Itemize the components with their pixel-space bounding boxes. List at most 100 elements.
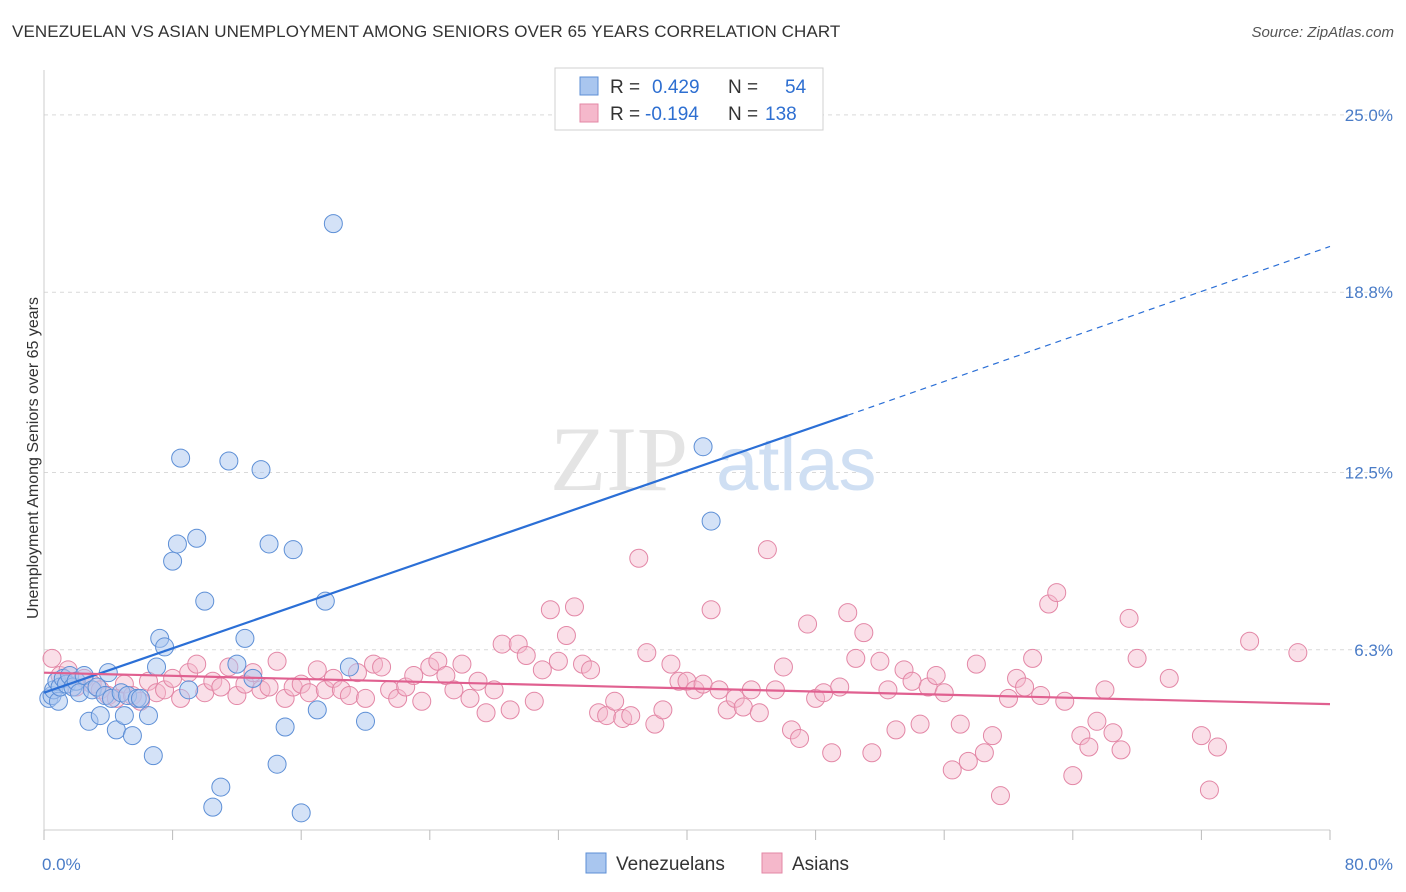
venezuelans-point-24 [122,726,142,746]
venezuelans-point-36 [187,528,207,548]
asians-point-63 [548,651,568,671]
asians-point-114 [958,751,978,771]
asians-point-121 [1015,677,1035,697]
asians-point-115 [966,654,986,674]
asians-point-116 [974,743,994,763]
venezuelans-point-16 [90,706,110,726]
venezuelans-point-22 [114,706,134,726]
asians-point-139 [1207,737,1227,757]
asians-point-125 [1047,583,1067,603]
asians-point-15 [163,668,183,688]
asians-point-130 [1087,711,1107,731]
venezuelans-point-47 [275,717,295,737]
asians-point-34 [315,680,335,700]
venezuelans-point-45 [259,534,279,554]
asians-point-133 [1111,740,1131,760]
bottom-legend-swatch-asians [761,852,783,874]
legend-n-value-1: 54 [785,77,807,98]
asians-point-104 [878,680,898,700]
asians-point-103 [870,651,890,671]
asians-point-51 [452,654,472,674]
asians-point-93 [790,728,810,748]
asians-point-107 [902,671,922,691]
asians-point-27 [259,677,279,697]
asians-point-61 [532,660,552,680]
legend-r-label-1: R = [610,77,640,98]
asians-point-23 [227,686,247,706]
legend-n-label-1: N = [728,77,758,98]
venezuelans-point-29 [147,657,167,677]
asians-point-0 [42,648,62,668]
legend: R = 0.429 N = 54 R = -0.194 N = 138 [554,67,824,131]
asians-point-129 [1079,737,1099,757]
asians-point-123 [1031,686,1051,706]
asians-point-99 [838,603,858,623]
asians-point-127 [1063,766,1083,786]
watermark-zip: ZIP [550,408,688,510]
asians-point-119 [999,688,1018,708]
asians-point-55 [484,680,504,700]
asians-point-54 [476,703,496,723]
venezuelans-point-55 [693,437,713,457]
asians-point-117 [982,726,1002,746]
y-tick-labels: 6.3% 12.5% 18.8% 25.0% [1345,106,1393,660]
legend-r-value-1: 0.429 [652,77,700,98]
venezuelans-point-52 [323,214,343,234]
asians-point-57 [500,700,520,720]
venezuelans-point-32 [163,551,183,571]
venezuelans-point-40 [219,451,239,471]
venezuelans-point-53 [339,657,359,677]
asians-point-35 [323,668,343,688]
venezuelans-point-50 [307,700,327,720]
bottom-legend-venezuelans: Venezuelans [616,854,725,875]
asians-point-86 [733,697,753,717]
asians-point-113 [950,714,970,734]
asians-point-138 [1199,780,1219,800]
asians-point-67 [581,660,601,680]
asians-point-32 [299,683,319,703]
asians-point-73 [629,548,649,568]
legend-r-label-2: R = [610,104,640,125]
asians-point-62 [540,600,560,620]
venezuelans-point-38 [203,797,223,817]
venezuelans-point-41 [227,654,247,674]
asians-point-45 [404,666,424,686]
asians-point-72 [621,706,641,726]
asians-point-43 [388,688,408,708]
asians-point-108 [910,714,930,734]
venezuelans-point-26 [130,688,150,708]
venezuelans-point-48 [283,540,303,560]
asians-point-28 [267,651,287,671]
watermark: ZIP atlas [550,408,877,510]
asians-point-52 [460,688,480,708]
legend-n-label-2: N = [728,104,758,125]
bottom-legend-asians: Asians [792,854,849,875]
venezuelans-trend-extension [847,245,1331,416]
asians-point-78 [669,671,689,691]
asians-point-74 [637,643,657,663]
asians-point-21 [211,677,231,697]
venezuelans-point-54 [356,711,375,731]
venezuelans-point-39 [211,777,231,797]
asians-point-50 [444,680,464,700]
y-tick-label-3: 25.0% [1345,106,1393,125]
asians-point-101 [854,623,874,643]
asians-point-140 [1240,631,1260,651]
asians-point-128 [1071,726,1091,746]
asians-point-18 [187,654,207,674]
asians-point-77 [661,654,681,674]
legend-swatch-asians [579,103,599,123]
asians-point-88 [749,703,769,723]
asians-point-29 [275,688,295,708]
asians-point-60 [524,691,544,711]
asians-point-14 [155,680,175,700]
asians-point-59 [516,646,536,666]
asians-point-131 [1095,680,1115,700]
asians-point-141 [1288,643,1308,663]
legend-n-value-2: 138 [765,104,797,125]
y-tick-label-0: 6.3% [1354,641,1393,660]
asians-point-33 [307,660,327,680]
asians-point-49 [436,666,456,686]
legend-swatch-venezuelans [579,76,599,96]
